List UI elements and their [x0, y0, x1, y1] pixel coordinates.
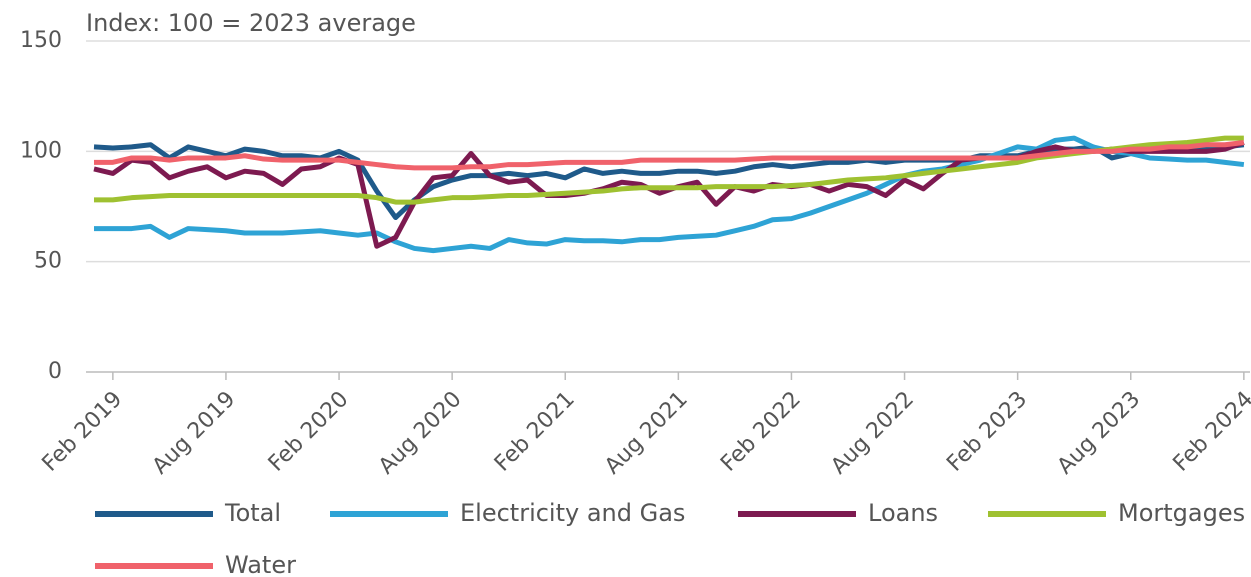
- legend-label: Total: [224, 499, 281, 527]
- series-line: [94, 135, 1245, 254]
- y-tick-label: 100: [20, 138, 62, 163]
- x-tick-label: Aug 2021: [600, 387, 693, 480]
- x-tick-label: Aug 2020: [374, 387, 467, 480]
- x-tick-label: Aug 2022: [826, 387, 919, 480]
- x-tick-label: Aug 2019: [148, 387, 241, 480]
- x-tick-label: Feb 2024: [1169, 387, 1251, 477]
- legend-label: Water: [225, 551, 296, 577]
- y-tick-label: 150: [20, 28, 62, 53]
- x-tick-label: Feb 2023: [942, 387, 1032, 477]
- x-tick-label: Feb 2022: [716, 387, 806, 477]
- y-tick-label: 50: [34, 249, 62, 274]
- chart-title: Index: 100 = 2023 average: [86, 9, 416, 37]
- x-tick-label: Feb 2020: [264, 387, 354, 477]
- x-tick-label: Feb 2019: [38, 387, 128, 477]
- legend-label: Loans: [868, 499, 938, 527]
- series-line: [94, 140, 1245, 171]
- legend-label: Mortgages: [1118, 499, 1245, 527]
- legend-label: Electricity and Gas: [460, 499, 685, 527]
- x-tick-label: Aug 2023: [1053, 387, 1146, 480]
- y-tick-label: 0: [48, 359, 62, 384]
- x-tick-label: Feb 2021: [490, 387, 580, 477]
